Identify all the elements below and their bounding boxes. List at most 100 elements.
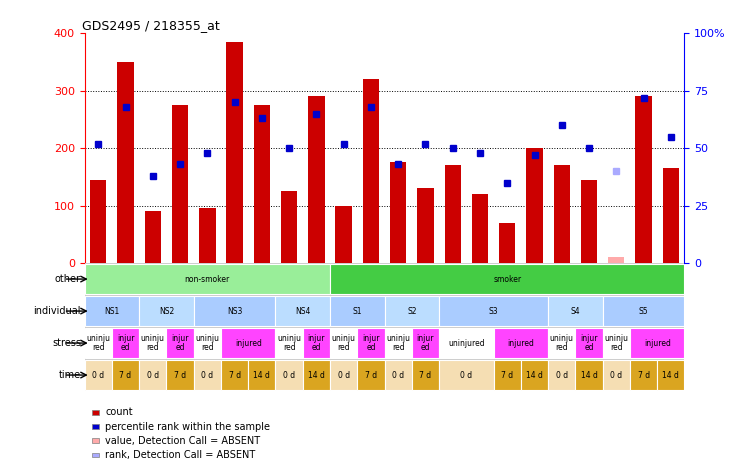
Bar xyxy=(548,328,576,358)
Text: S3: S3 xyxy=(489,307,498,316)
Text: uninju
red: uninju red xyxy=(141,334,165,352)
Text: 7 d: 7 d xyxy=(174,371,186,380)
Text: 0 d: 0 d xyxy=(283,371,295,380)
Text: injured: injured xyxy=(644,338,670,347)
Bar xyxy=(308,96,325,263)
Bar xyxy=(112,360,139,391)
Text: 7 d: 7 d xyxy=(119,371,132,380)
Text: 0 d: 0 d xyxy=(610,371,623,380)
Bar xyxy=(412,328,439,358)
Text: uninju
red: uninju red xyxy=(604,334,629,352)
Bar xyxy=(275,296,330,327)
Bar xyxy=(385,360,412,391)
Text: injured: injured xyxy=(235,338,262,347)
Text: S4: S4 xyxy=(570,307,580,316)
Text: 14 d: 14 d xyxy=(526,371,543,380)
Bar xyxy=(85,296,139,327)
Text: NS1: NS1 xyxy=(105,307,119,316)
Text: individual: individual xyxy=(33,306,81,316)
Text: uninju
red: uninju red xyxy=(277,334,301,352)
Bar xyxy=(439,328,494,358)
Bar xyxy=(281,191,297,263)
Text: uninju
red: uninju red xyxy=(332,334,355,352)
Text: 0 d: 0 d xyxy=(92,371,105,380)
Text: count: count xyxy=(105,407,133,418)
Bar xyxy=(603,328,630,358)
Text: other: other xyxy=(55,274,81,284)
Bar xyxy=(139,360,166,391)
Bar xyxy=(275,328,302,358)
Bar xyxy=(385,328,412,358)
Bar xyxy=(139,296,194,327)
Text: 14 d: 14 d xyxy=(662,371,679,380)
Bar xyxy=(494,328,548,358)
Bar xyxy=(603,296,684,327)
Text: injur
ed: injur ed xyxy=(171,334,189,352)
Text: 0 d: 0 d xyxy=(146,371,159,380)
Text: injur
ed: injur ed xyxy=(308,334,325,352)
Bar xyxy=(90,180,107,263)
Bar xyxy=(194,328,221,358)
Text: NS3: NS3 xyxy=(227,307,242,316)
Bar xyxy=(390,163,406,263)
Bar xyxy=(85,360,112,391)
Text: injur
ed: injur ed xyxy=(417,334,434,352)
Text: GDS2495 / 218355_at: GDS2495 / 218355_at xyxy=(82,19,219,32)
Text: time: time xyxy=(59,370,81,380)
Bar xyxy=(275,360,302,391)
Text: NS4: NS4 xyxy=(295,307,311,316)
Bar xyxy=(439,296,548,327)
Bar xyxy=(548,296,603,327)
Bar xyxy=(494,360,521,391)
Bar xyxy=(139,328,166,358)
Bar xyxy=(85,264,330,294)
Bar xyxy=(630,360,657,391)
Bar xyxy=(330,360,357,391)
Bar xyxy=(576,360,603,391)
Text: 7 d: 7 d xyxy=(365,371,377,380)
Bar xyxy=(336,206,352,263)
Text: NS2: NS2 xyxy=(159,307,174,316)
Bar xyxy=(608,257,625,263)
Text: uninju
red: uninju red xyxy=(195,334,219,352)
Bar xyxy=(548,360,576,391)
Bar xyxy=(330,328,357,358)
Bar xyxy=(412,360,439,391)
Bar xyxy=(248,360,275,391)
Text: 0 d: 0 d xyxy=(460,371,473,380)
Bar xyxy=(221,328,275,358)
Text: stress: stress xyxy=(52,338,81,348)
Bar xyxy=(117,62,134,263)
Bar xyxy=(112,328,139,358)
Bar xyxy=(499,223,515,263)
Text: 14 d: 14 d xyxy=(581,371,598,380)
Bar xyxy=(526,148,542,263)
Text: injur
ed: injur ed xyxy=(580,334,598,352)
Text: 0 d: 0 d xyxy=(392,371,404,380)
Bar xyxy=(330,296,385,327)
Bar xyxy=(603,360,630,391)
Bar xyxy=(254,105,270,263)
Bar xyxy=(144,211,161,263)
Text: uninju
red: uninju red xyxy=(86,334,110,352)
Text: uninju
red: uninju red xyxy=(550,334,574,352)
Text: uninju
red: uninju red xyxy=(386,334,410,352)
Text: injured: injured xyxy=(507,338,534,347)
Text: 7 d: 7 d xyxy=(420,371,431,380)
Bar xyxy=(635,96,652,263)
Text: S2: S2 xyxy=(407,307,417,316)
Text: injur
ed: injur ed xyxy=(362,334,380,352)
Bar xyxy=(199,209,216,263)
Text: 0 d: 0 d xyxy=(338,371,350,380)
Bar xyxy=(221,360,248,391)
Text: uninjured: uninjured xyxy=(448,338,485,347)
Text: 14 d: 14 d xyxy=(253,371,270,380)
Bar xyxy=(227,42,243,263)
Bar xyxy=(553,165,570,263)
Bar xyxy=(166,360,194,391)
Bar xyxy=(172,105,188,263)
Bar xyxy=(302,360,330,391)
Bar xyxy=(385,296,439,327)
Bar xyxy=(357,328,385,358)
Bar xyxy=(445,165,461,263)
